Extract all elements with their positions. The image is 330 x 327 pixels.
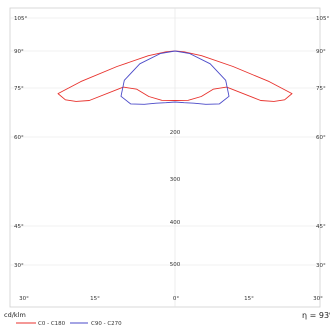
bottom-tick: 0°	[173, 296, 179, 302]
series-curve-c90-c270	[120, 50, 230, 105]
angle-tick-left: 45°	[14, 224, 24, 230]
angle-tick-right: 45°	[316, 224, 326, 230]
bottom-tick: 15°	[244, 296, 254, 302]
angle-tick-right: 75°	[316, 86, 326, 92]
angle-tick-left: 60°	[14, 135, 24, 141]
efficiency-label: η = 93%	[302, 311, 330, 320]
grid-layer	[9, 7, 321, 308]
angle-tick-right: 30°	[316, 263, 326, 269]
legend-label-c0-c180: C0 - C180	[38, 321, 66, 327]
plot-frame	[9, 7, 321, 308]
angle-tick-left: 30°	[14, 263, 24, 269]
radial-tick-label: 200	[170, 130, 181, 136]
series-curve-c0-c180	[57, 50, 293, 102]
angle-tick-right: 105°	[316, 16, 329, 22]
radial-tick-label: 300	[170, 177, 181, 183]
bottom-tick: 15°	[90, 296, 100, 302]
angle-tick-right: 90°	[316, 49, 326, 55]
angle-tick-left: 105°	[14, 16, 27, 22]
bottom-tick: 30°	[19, 296, 29, 302]
curve-layer	[57, 50, 293, 105]
angle-tick-right: 60°	[316, 135, 326, 141]
radial-tick-label: 500	[170, 262, 181, 268]
radial-tick-label: 400	[170, 220, 181, 226]
legend-label-c90-c270: C90 - C270	[91, 321, 122, 327]
legend: C0 - C180 C90 - C270	[16, 321, 122, 327]
angle-tick-left: 90°	[14, 49, 24, 55]
angle-tick-left: 75°	[14, 86, 24, 92]
label-layer: 105° 90° 75° 60° 45° 30° 105° 90° 75° 60° 45° 30° 30…	[14, 16, 329, 302]
bottom-tick: 30°	[313, 296, 323, 302]
unit-label: cd/klm	[4, 311, 26, 319]
